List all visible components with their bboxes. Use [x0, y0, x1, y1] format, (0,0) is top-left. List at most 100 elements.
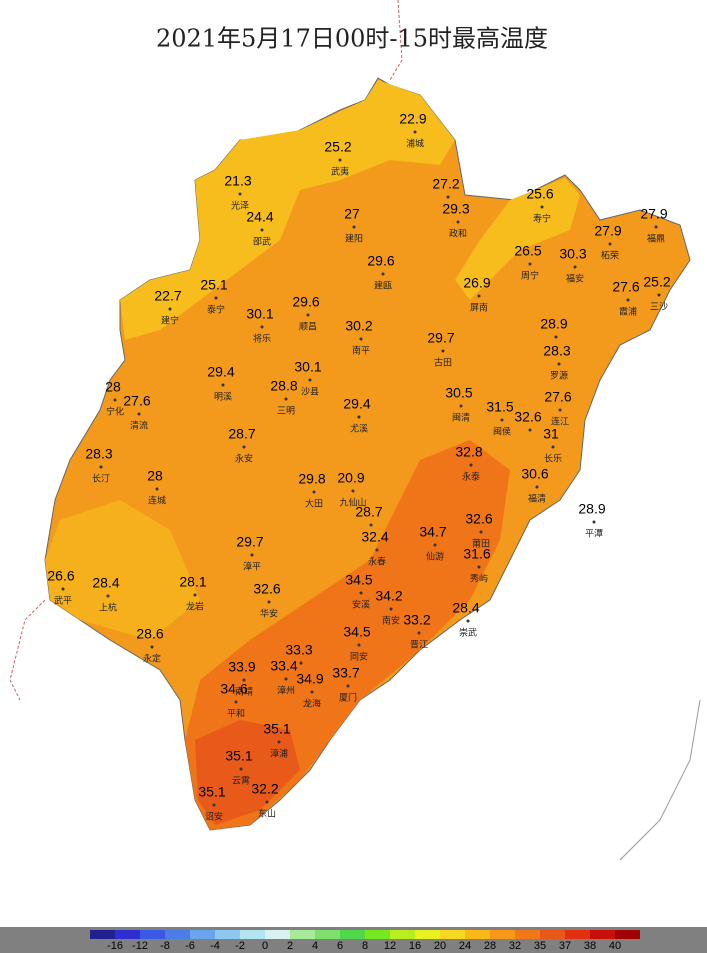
station-value: 21.3 [224, 173, 251, 189]
station-name: 政和 [449, 228, 467, 240]
legend-swatch [190, 930, 215, 939]
station-dot [592, 520, 596, 524]
station-name: 闽清 [452, 412, 470, 424]
station-name: 三沙 [650, 302, 668, 313]
station-name: 柘荣 [601, 250, 619, 262]
station-dot [551, 445, 555, 449]
station-name: 沙县 [301, 387, 319, 398]
station-dot [212, 803, 216, 807]
province-boundary-line [9, 599, 46, 701]
cool-zone [120, 80, 455, 340]
station-dot [359, 591, 363, 595]
station-dot [239, 767, 243, 771]
station-dot [352, 225, 356, 229]
station-name: 龙海 [303, 698, 321, 710]
legend-label: 32 [509, 940, 521, 952]
station-name: 漳州 [277, 685, 295, 697]
station-dot [242, 678, 246, 682]
station-value: 20.9 [337, 470, 364, 486]
station-name: 厦门 [339, 692, 357, 704]
legend-label: 16 [409, 940, 421, 952]
cool-zone [45, 500, 200, 640]
legend-label: 35 [534, 940, 546, 952]
station-value: 27.9 [640, 206, 667, 222]
station-value: 30.6 [521, 466, 548, 482]
station-value: 28 [105, 379, 121, 395]
station-value: 30.1 [246, 306, 273, 322]
station-value: 29.7 [236, 534, 263, 550]
station-name: 建瓯 [374, 280, 392, 292]
legend-swatch [390, 930, 415, 939]
station-value: 34.5 [343, 624, 370, 640]
station-dot [479, 530, 483, 534]
station-value: 27.9 [594, 223, 621, 239]
station-value: 34.6 [220, 681, 247, 697]
legend-swatch [440, 930, 465, 939]
station-name: 建阳 [345, 233, 363, 245]
station-name: 长汀 [92, 473, 110, 485]
province-boundary-line [389, 0, 403, 81]
station-name: 明溪 [214, 391, 232, 403]
station-value: 25.1 [200, 277, 227, 293]
station-dot [214, 296, 218, 300]
station-value: 28.8 [270, 378, 297, 394]
station-dot [221, 383, 225, 387]
station-name: 诏安 [205, 811, 223, 823]
station-dot [306, 313, 310, 317]
legend-swatch [365, 930, 390, 939]
station-value: 30.5 [445, 385, 472, 401]
station-name: 光泽 [231, 200, 249, 212]
hot-zone [195, 720, 300, 825]
station-dot [466, 619, 470, 623]
station-value: 32.6 [514, 409, 541, 425]
station-dot [351, 489, 355, 493]
legend-label: -12 [132, 940, 148, 952]
station-dot [456, 220, 460, 224]
station-value: 27.6 [544, 389, 571, 405]
station-dot [375, 548, 379, 552]
station-name: 尤溪 [350, 423, 368, 435]
station-name: 永安 [235, 453, 253, 465]
station-name: 上杭 [99, 602, 117, 614]
station-value: 28.6 [136, 626, 163, 642]
station-dot [446, 195, 450, 199]
station-value: 22.7 [154, 288, 181, 304]
legend-label: 4 [312, 940, 318, 952]
station-dot [459, 404, 463, 408]
station-dot [137, 412, 141, 416]
station-dot [238, 192, 242, 196]
station-value: 28.3 [543, 343, 570, 359]
station-value: 28.7 [355, 504, 382, 520]
station-dot [626, 298, 630, 302]
station-dot [308, 378, 312, 382]
station-name: 秀屿 [470, 573, 488, 585]
station-value: 31.5 [486, 399, 513, 415]
station-name: 泰宁 [207, 304, 225, 316]
station-dot [389, 607, 393, 611]
station-name: 宁化 [106, 406, 124, 418]
station-dot [357, 643, 361, 647]
station-value: 25.2 [324, 139, 351, 155]
station-name: 福鼎 [647, 233, 665, 245]
station-name: 华安 [260, 608, 278, 620]
station-value: 26.5 [514, 243, 541, 259]
station-dot [113, 398, 117, 402]
legend-swatch [265, 930, 290, 939]
legend-label: 2 [287, 940, 293, 952]
station-dot [260, 325, 264, 329]
station-value: 28.7 [228, 426, 255, 442]
legend-swatch [140, 930, 165, 939]
station-name: 浦城 [406, 138, 424, 150]
legend-swatch [315, 930, 340, 939]
station-value: 29.4 [343, 396, 370, 412]
station-dot [369, 523, 373, 527]
station-value: 28.9 [578, 501, 605, 517]
station-value: 32.8 [455, 444, 482, 460]
station-name: 漳平 [243, 561, 261, 573]
station-value: 32.6 [465, 511, 492, 527]
station-name: 云霄 [232, 776, 250, 787]
station-name: 永泰 [462, 471, 480, 483]
station-value: 33.3 [285, 642, 312, 658]
legend-label: -16 [107, 940, 123, 952]
station-dot [150, 645, 154, 649]
